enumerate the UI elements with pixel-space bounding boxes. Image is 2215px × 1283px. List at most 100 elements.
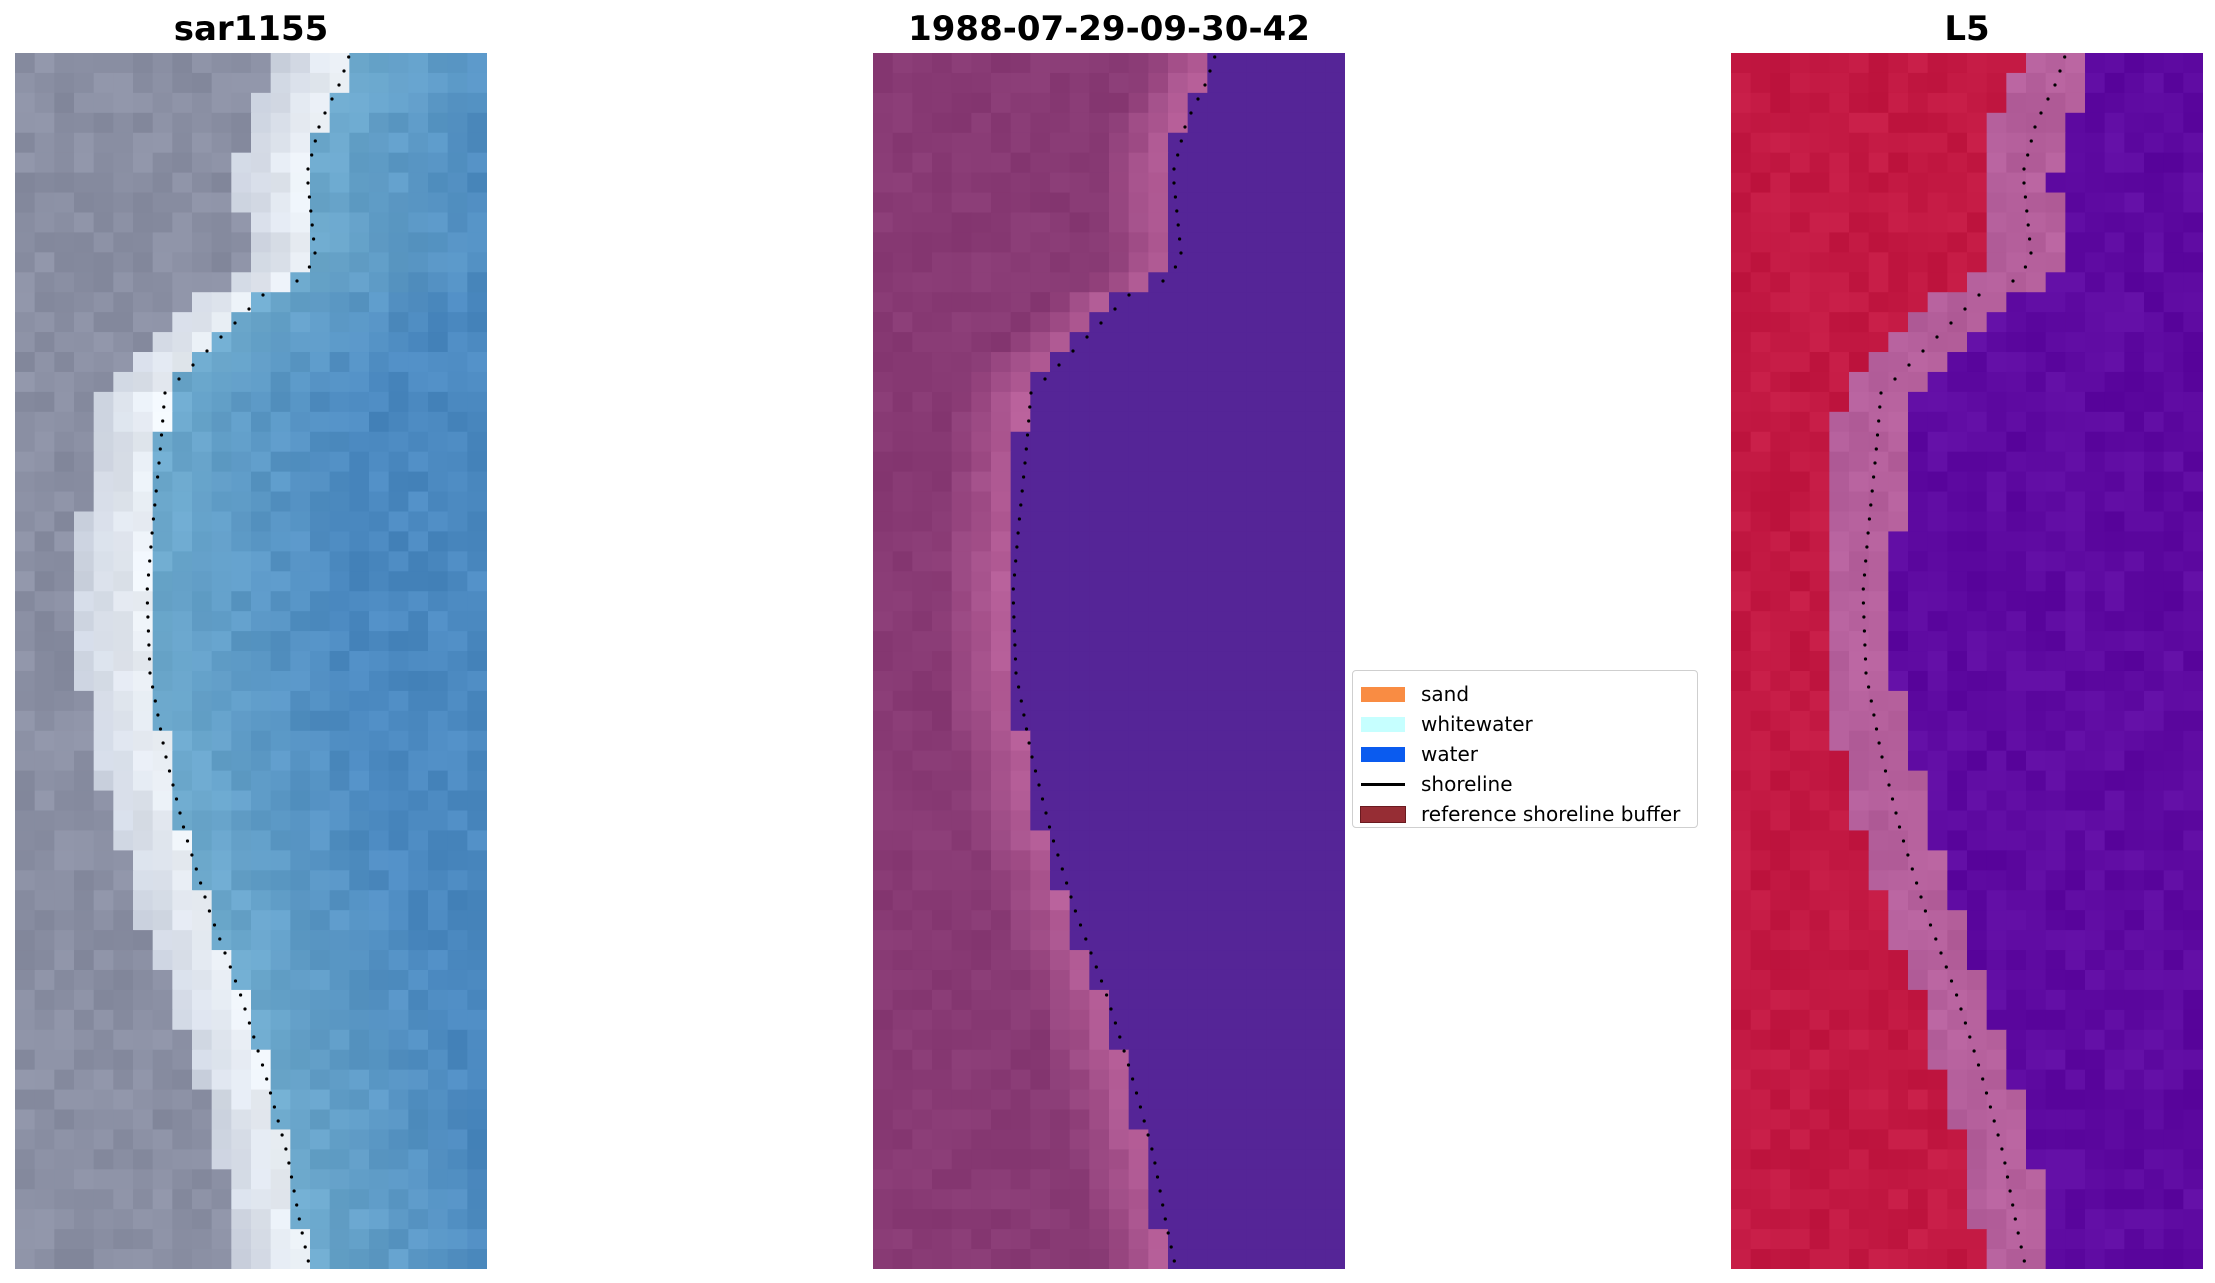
shoreline-dot	[1907, 363, 1911, 367]
shoreline-dot	[1894, 811, 1898, 815]
shoreline-dot	[191, 363, 195, 367]
panel-title-rgb: sar1155	[173, 9, 329, 49]
shoreline-dot	[1862, 629, 1866, 633]
shoreline-dot	[1867, 685, 1871, 689]
shoreline-dot	[1944, 965, 1948, 969]
shoreline-dot	[1208, 69, 1212, 73]
shoreline-dot	[174, 797, 179, 801]
shoreline-dot	[1027, 741, 1031, 745]
rgb-image-panel	[15, 53, 487, 1269]
shoreline-dot	[203, 895, 207, 899]
shoreline-dot	[1939, 951, 1943, 955]
shoreline-dot	[1011, 601, 1015, 605]
shoreline-dot	[146, 629, 150, 633]
shoreline-dot	[1158, 1189, 1162, 1193]
legend-label-whitewater: whitewater	[1421, 712, 1533, 736]
shoreline-dot	[2039, 111, 2043, 115]
shoreline-dot	[2008, 1189, 2012, 1193]
shoreline-dot	[272, 1105, 276, 1109]
shoreline-dot	[1890, 797, 1895, 801]
shoreline-dot	[1099, 979, 1104, 983]
shoreline-dot	[1862, 615, 1866, 619]
shoreline-dot	[1169, 1245, 1173, 1249]
shoreline-dot	[1138, 1105, 1142, 1109]
shoreline-dot	[1013, 657, 1018, 661]
shoreline-dot	[1949, 979, 1954, 983]
shoreline-dot	[1196, 97, 1200, 101]
shoreline-dot	[1869, 503, 1873, 507]
shoreline-dot	[1875, 433, 1880, 437]
shoreline-dot	[1013, 643, 1017, 647]
shoreline-dot	[157, 461, 161, 465]
shoreline-dot	[1131, 1077, 1135, 1081]
shoreline-dot	[1044, 811, 1048, 815]
shoreline-dot	[1873, 461, 1877, 465]
sand-swatch	[1361, 686, 1405, 702]
shoreline-dot	[1019, 699, 1023, 703]
shoreline-dot	[1867, 517, 1871, 521]
shoreline-dot	[252, 1035, 256, 1039]
shoreline-dot	[1976, 1063, 1981, 1067]
shoreline-dot	[1017, 685, 1021, 689]
panel-title-classified: 1988-07-29-09-30-42	[908, 9, 1310, 49]
shoreline-dot	[1040, 797, 1045, 801]
shoreline-dot	[313, 251, 317, 255]
shoreline-dot	[1030, 755, 1034, 759]
panel-title-index: L5	[1944, 9, 1990, 49]
shoreline-dot	[154, 489, 158, 493]
shoreline-dot	[1879, 391, 1883, 395]
shoreline-dot	[337, 83, 341, 87]
shoreline-dot	[156, 475, 160, 479]
shoreline-dot	[347, 55, 351, 59]
shoreline-dot	[323, 111, 327, 115]
shoreline-dot	[1906, 853, 1910, 857]
shoreline-dot	[1122, 1049, 1126, 1053]
shoreline-dot	[1150, 1147, 1154, 1151]
shoreline-dot	[303, 1245, 307, 1249]
legend: sand whitewater water shoreline referenc…	[1352, 670, 1698, 828]
shoreline-dot	[1996, 1133, 2000, 1137]
shoreline-dot	[1057, 363, 1061, 367]
shoreline-dot	[1019, 503, 1023, 507]
shoreline-dot	[151, 517, 155, 521]
shoreline-dot	[261, 293, 265, 297]
shoreline-dot	[1874, 727, 1879, 731]
shoreline-dot	[1023, 461, 1027, 465]
shoreline-dot	[185, 839, 190, 843]
shoreline-dot	[306, 1259, 310, 1263]
shoreline-dot	[1189, 111, 1193, 115]
shoreline-dot	[247, 1021, 251, 1025]
shoreline-dot	[233, 321, 237, 325]
whitewater-swatch	[1361, 716, 1405, 732]
shoreline-dot	[280, 1133, 284, 1137]
shoreline-dot	[256, 1049, 260, 1053]
shoreline-dot	[1069, 895, 1073, 899]
shoreline-dot	[1874, 447, 1878, 451]
rgb-image	[15, 53, 487, 1269]
shoreline-dot	[181, 825, 186, 829]
shoreline-dot	[1872, 713, 1876, 717]
shoreline-dot	[2013, 1217, 2017, 1221]
shoreline-dot	[159, 433, 164, 437]
shoreline-dot	[2022, 181, 2026, 185]
shoreline-dot	[1060, 867, 1064, 871]
shoreline-dot	[1963, 1021, 1967, 1025]
shoreline-dot	[1923, 909, 1927, 913]
shoreline-dot	[309, 209, 313, 213]
shoreline-dot	[1105, 993, 1109, 997]
shoreline-dot	[310, 223, 314, 227]
shoreline-dot	[147, 657, 152, 661]
shoreline-dot	[148, 559, 152, 563]
shoreline-dot	[1037, 783, 1041, 787]
shoreline-dot	[228, 965, 232, 969]
shoreline-dot	[153, 699, 157, 703]
shoreline-dot	[1972, 1049, 1976, 1053]
shoreline-dot	[2016, 1231, 2020, 1235]
shoreline-dot	[1861, 587, 1865, 591]
shoreline-dot	[1880, 755, 1884, 759]
shoreline-dot	[2011, 1203, 2015, 1207]
shoreline-dot	[1033, 769, 1038, 773]
shoreline-dot	[1016, 531, 1020, 535]
shoreline-dot	[1864, 559, 1868, 563]
shoreline-dot	[243, 1007, 247, 1011]
